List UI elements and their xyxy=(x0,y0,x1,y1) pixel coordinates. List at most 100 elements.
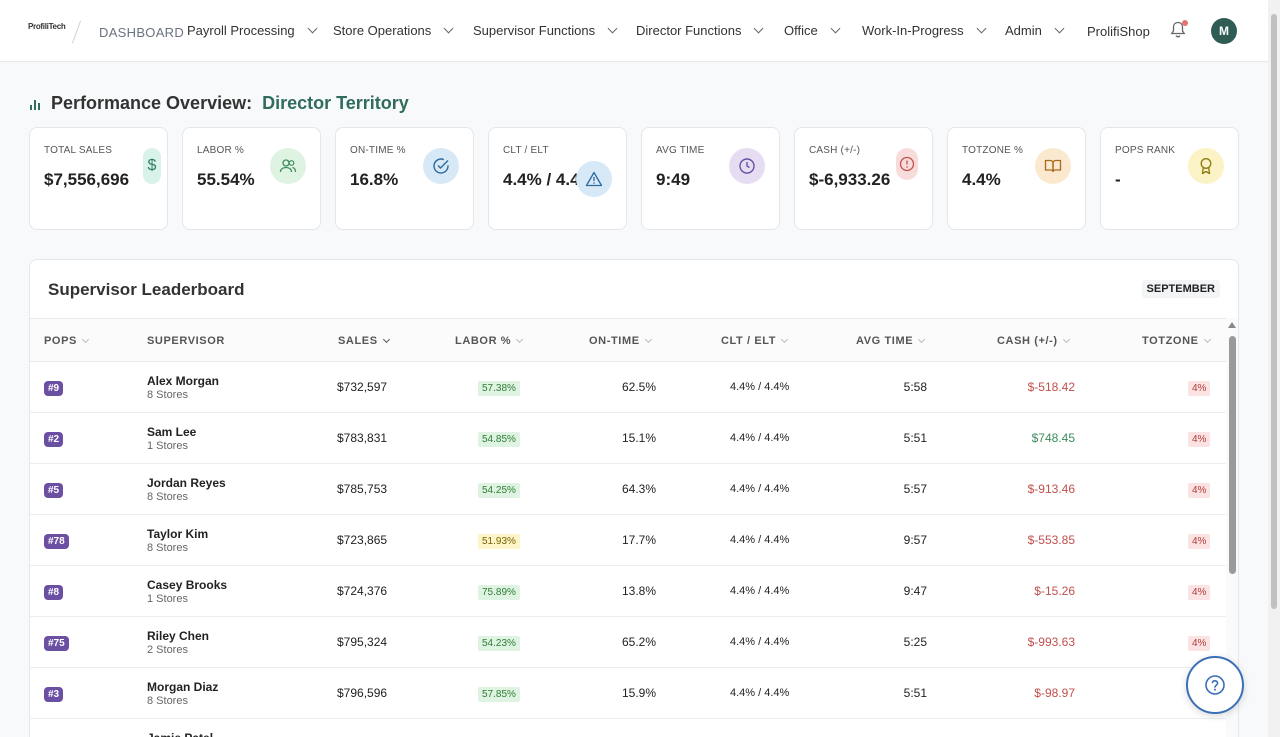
sort-icon xyxy=(918,335,926,344)
clt-elt-value: 4.4% / 4.4% xyxy=(730,432,790,444)
col-totzone[interactable]: TOTZONE xyxy=(1142,335,1211,347)
chevron-down-icon xyxy=(754,23,764,34)
supervisor-name[interactable]: Jordan Reyes xyxy=(147,476,226,490)
cash-value: $-913.46 xyxy=(1027,482,1075,496)
clock-icon xyxy=(729,148,765,184)
avg-time-value: 5:25 xyxy=(903,635,927,649)
col-label: ON-TIME xyxy=(589,335,640,347)
kpi-value: $-6,933.26 xyxy=(809,170,891,189)
user-avatar[interactable]: M xyxy=(1211,18,1237,44)
help-button[interactable] xyxy=(1186,656,1244,714)
on-time-value: 17.7% xyxy=(621,533,656,547)
chevron-down-icon xyxy=(307,23,318,34)
page-title: Performance Overview: Director Territory xyxy=(30,93,409,114)
nav-prolifishop-link[interactable]: ProlifiShop xyxy=(1087,24,1150,39)
supervisor-name[interactable]: Taylor Kim xyxy=(147,527,209,541)
table-header: POPS SUPERVISOR SALES LABOR % ON-TIME CL… xyxy=(30,318,1226,362)
kpi-value: - xyxy=(1115,170,1121,189)
nav-payroll-processing[interactable]: Payroll Processing xyxy=(187,23,318,38)
nav-work-in-progress[interactable]: Work-In-Progress xyxy=(862,23,987,38)
kpi-card-clt-elt: CLT / ELT 4.4% / 4.4% xyxy=(488,127,627,230)
supervisor-name[interactable]: Jamie Patel xyxy=(147,731,213,737)
table-row[interactable]: #78 Taylor Kim 8 Stores $723,865 51.93% 17.7%… xyxy=(30,515,1226,566)
on-time-value: 15.1% xyxy=(621,431,656,445)
col-label: POPS xyxy=(44,335,77,347)
kpi-value: 9:49 xyxy=(656,170,691,189)
chevron-down-icon xyxy=(830,23,841,34)
col-labor[interactable]: LABOR % xyxy=(455,335,524,347)
col-label: CASH (+/-) xyxy=(997,335,1058,347)
totzone-badge: 4% xyxy=(1188,585,1211,600)
col-sales[interactable]: SALES xyxy=(338,335,390,347)
nav-office[interactable]: Office xyxy=(784,23,841,38)
scroll-up-arrow-icon[interactable] xyxy=(1228,322,1236,328)
kpi-label: CLT / ELT xyxy=(503,145,549,156)
store-count: 1 Stores xyxy=(147,593,188,605)
table-scrollbar-thumb[interactable] xyxy=(1229,336,1236,574)
nav-store-operations[interactable]: Store Operations xyxy=(333,23,454,38)
breadcrumb-divider xyxy=(71,20,82,44)
breadcrumb-dashboard[interactable]: DASHBOARD xyxy=(99,25,185,40)
window-scrollbar-thumb[interactable] xyxy=(1271,14,1277,609)
supervisor-leaderboard-panel: Supervisor Leaderboard SEPTEMBER POPS SU… xyxy=(29,259,1239,737)
table-row[interactable]: Jamie Patel xyxy=(30,719,1226,737)
sales-value: $723,865 xyxy=(337,533,388,547)
kpi-label: TOTZONE % xyxy=(962,145,1024,156)
table-row[interactable]: #9 Alex Morgan 8 Stores $732,597 57.38% 62.5%… xyxy=(30,362,1226,413)
pops-rank-badge: #75 xyxy=(44,636,69,651)
on-time-value: 15.9% xyxy=(621,686,656,700)
supervisor-name[interactable]: Riley Chen xyxy=(147,629,210,643)
avg-time-value: 9:57 xyxy=(903,533,927,547)
sales-value: $732,597 xyxy=(337,380,388,394)
sales-value: $785,753 xyxy=(337,482,388,496)
supervisor-name[interactable]: Sam Lee xyxy=(147,425,197,439)
cash-value: $-518.42 xyxy=(1027,380,1075,394)
col-label: TOTZONE xyxy=(1142,335,1199,347)
labor-badge: 51.93% xyxy=(478,534,520,549)
nav-label: Office xyxy=(784,23,818,38)
table-row[interactable]: #2 Sam Lee 1 Stores $783,831 54.85% 15.1% 4.4%… xyxy=(30,413,1226,464)
store-count: 2 Stores xyxy=(147,644,188,656)
page-title-accent: Director Territory xyxy=(262,93,409,113)
table-row[interactable]: #5 Jordan Reyes 8 Stores $785,753 54.25% 64.3… xyxy=(30,464,1226,515)
kpi-value: 16.8% xyxy=(350,170,399,189)
supervisor-name[interactable]: Morgan Diaz xyxy=(147,680,219,694)
col-on-time[interactable]: ON-TIME xyxy=(589,335,652,347)
kpi-label: CASH (+/-) xyxy=(809,145,861,156)
sales-value: $783,831 xyxy=(337,431,388,445)
col-pops[interactable]: POPS xyxy=(44,335,90,347)
col-avg-time[interactable]: AVG TIME xyxy=(856,335,926,347)
totzone-badge: 4% xyxy=(1188,636,1211,651)
chevron-down-icon xyxy=(443,23,454,34)
avg-time-value: 5:51 xyxy=(903,686,927,700)
kpi-value: $7,556,696 xyxy=(44,170,130,189)
col-label: SALES xyxy=(338,335,378,347)
nav-director-functions[interactable]: Director Functions xyxy=(636,23,764,38)
col-label: LABOR % xyxy=(455,335,512,347)
table-row[interactable]: #3 Morgan Diaz 8 Stores $796,596 57.85% 15.9%… xyxy=(30,668,1226,719)
kpi-label: AVG TIME xyxy=(656,145,705,156)
nav-admin[interactable]: Admin xyxy=(1005,23,1065,38)
col-cash[interactable]: CASH (+/-) xyxy=(997,335,1070,347)
month-badge: SEPTEMBER xyxy=(1141,280,1220,298)
app-logo[interactable]: ProfiliTech xyxy=(28,22,66,31)
nav-label: Supervisor Functions xyxy=(473,23,596,38)
bell-icon[interactable] xyxy=(1170,21,1186,39)
nav-supervisor-functions[interactable]: Supervisor Functions xyxy=(473,23,618,38)
labor-badge: 54.25% xyxy=(478,483,520,498)
cash-value: $-15.26 xyxy=(1034,584,1075,598)
col-clt-elt[interactable]: CLT / ELT xyxy=(721,335,789,347)
alert-circle-icon xyxy=(896,148,918,180)
labor-badge: 57.38% xyxy=(478,381,520,396)
col-label: AVG TIME xyxy=(856,335,914,347)
col-supervisor[interactable]: SUPERVISOR xyxy=(147,335,225,347)
supervisor-name[interactable]: Casey Brooks xyxy=(147,578,228,592)
supervisor-name[interactable]: Alex Morgan xyxy=(147,374,220,388)
clt-elt-value: 4.4% / 4.4% xyxy=(730,534,790,546)
sales-value: $724,376 xyxy=(337,584,388,598)
nav-label: Work-In-Progress xyxy=(862,23,964,38)
store-count: 8 Stores xyxy=(147,491,188,503)
table-row[interactable]: #75 Riley Chen 2 Stores $795,324 54.23% 65.2%… xyxy=(30,617,1226,668)
table-row[interactable]: #8 Casey Brooks 1 Stores $724,376 75.89% 13.8… xyxy=(30,566,1226,617)
totzone-badge: 4% xyxy=(1188,381,1211,396)
